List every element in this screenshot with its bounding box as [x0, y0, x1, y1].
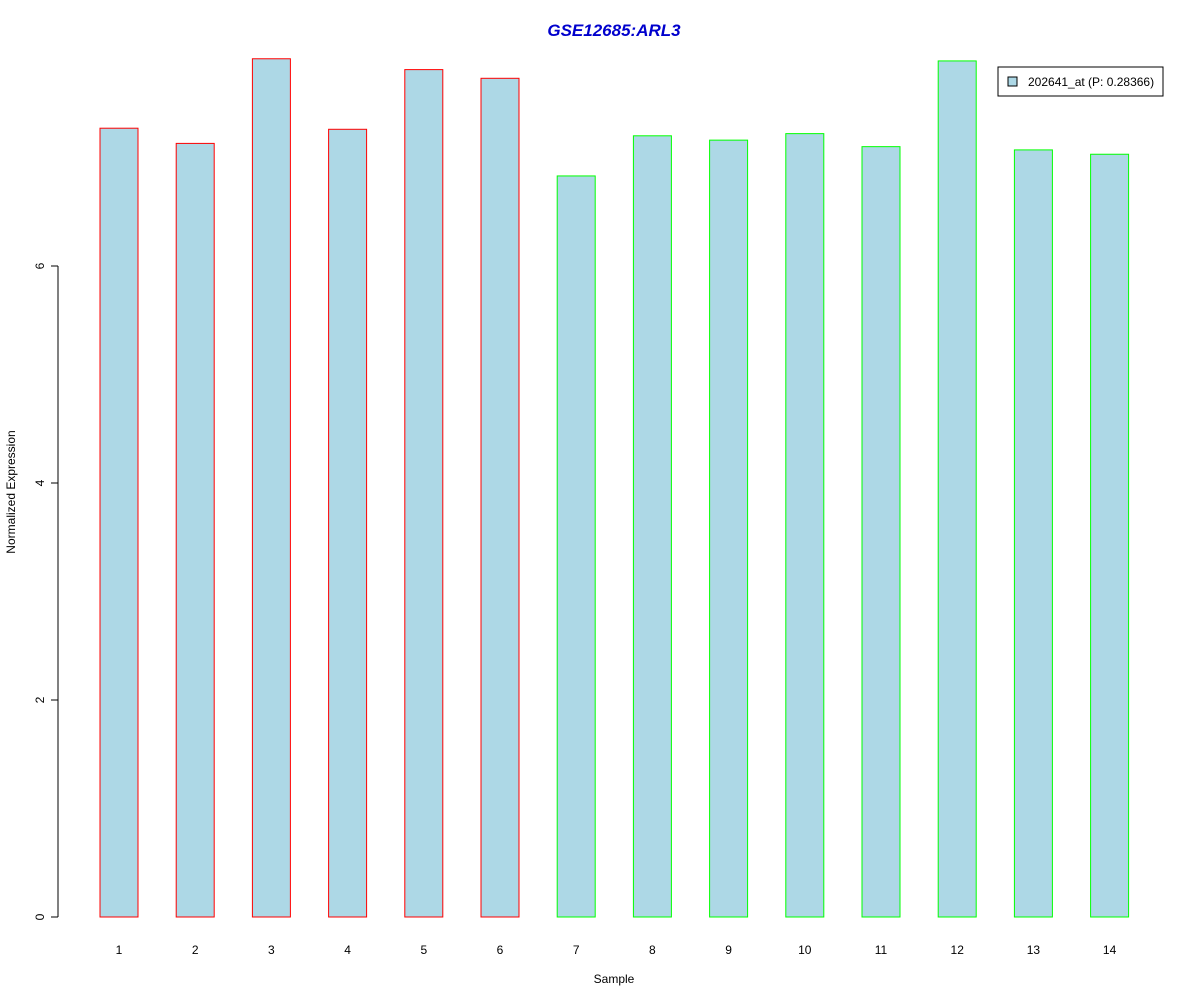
- bar: [937, 60, 977, 918]
- bar: [404, 69, 444, 918]
- legend-label: 202641_at (P: 0.28366): [1028, 75, 1154, 89]
- x-tick-label: 7: [573, 943, 580, 957]
- legend-box: [997, 66, 1164, 97]
- legend: 202641_at (P: 0.28366): [997, 66, 1164, 97]
- x-tick-label: 13: [1027, 943, 1041, 957]
- bar: [785, 133, 825, 918]
- y-axis-label: Normalized Expression: [4, 430, 18, 553]
- bar: [861, 146, 901, 918]
- y-tick-label: 0: [33, 913, 47, 920]
- x-tick-label: 3: [268, 943, 275, 957]
- y-tick-label: 2: [33, 696, 47, 703]
- bar: [328, 128, 368, 918]
- x-axis-label: Sample: [594, 972, 635, 986]
- x-tick-label: 5: [420, 943, 427, 957]
- bar: [709, 139, 749, 918]
- chart-title: GSE12685:ARL3: [547, 21, 681, 40]
- y-tick-label: 6: [33, 262, 47, 269]
- legend-swatch: [1007, 76, 1018, 87]
- x-tick-label: 10: [798, 943, 812, 957]
- x-tick-label: 11: [875, 943, 888, 957]
- x-tick-label: 1: [116, 943, 123, 957]
- x-tick-label: 14: [1103, 943, 1117, 957]
- bar: [480, 77, 520, 918]
- y-axis: 0 2 4 6: [33, 262, 59, 920]
- bar: [175, 142, 215, 918]
- bars-group: [99, 58, 1130, 918]
- x-tick-label: 9: [725, 943, 732, 957]
- x-tick-labels: 1 2 3 4 5 6 7 8 9 10 11 12 13 14: [116, 943, 1117, 957]
- x-tick-label: 6: [497, 943, 504, 957]
- x-tick-label: 8: [649, 943, 656, 957]
- bar: [1013, 149, 1053, 918]
- y-tick-label: 4: [33, 479, 47, 486]
- bar: [99, 127, 139, 918]
- bar: [556, 175, 596, 918]
- x-tick-label: 2: [192, 943, 199, 957]
- x-tick-label: 4: [344, 943, 351, 957]
- x-tick-label: 12: [951, 943, 965, 957]
- bar: [1090, 153, 1130, 918]
- bar: [632, 135, 672, 918]
- bar: [251, 58, 291, 918]
